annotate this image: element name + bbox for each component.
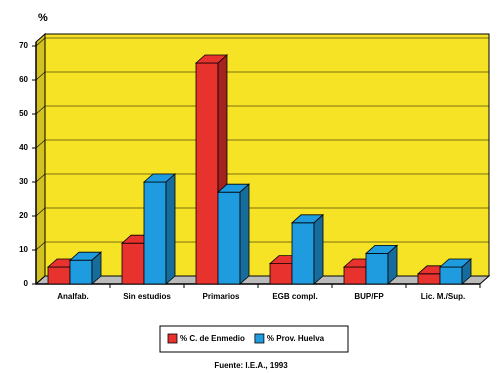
back-wall xyxy=(44,33,490,277)
x-tick-label: EGB compl. xyxy=(272,292,317,301)
grid-line xyxy=(35,241,489,251)
grid-line xyxy=(35,71,489,81)
bar-side xyxy=(165,173,176,285)
bar-front xyxy=(417,273,441,285)
y-tick-label: 30 xyxy=(19,177,28,186)
bar-side xyxy=(91,251,102,285)
bar-side xyxy=(239,183,250,285)
bar xyxy=(216,183,251,285)
bar-front xyxy=(47,266,71,285)
y-tick-label: 20 xyxy=(19,211,28,220)
y-tick-label: 60 xyxy=(19,75,28,84)
grid-line xyxy=(35,173,489,183)
x-tick-label: Sin estudios xyxy=(123,292,171,301)
y-tick-label: 50 xyxy=(19,109,28,118)
bar-front xyxy=(69,259,93,285)
bar-side xyxy=(387,244,398,285)
source-note: Fuente: I.E.A., 1993 xyxy=(214,361,288,370)
bar xyxy=(290,213,325,285)
bar-front xyxy=(217,191,241,285)
legend-swatch xyxy=(167,333,178,344)
bar-side xyxy=(313,213,324,285)
legend-label: % Prov. Huelva xyxy=(267,334,325,343)
side-wall xyxy=(35,32,46,286)
bar-side xyxy=(461,258,472,285)
bar-front xyxy=(365,252,389,285)
legend-box xyxy=(159,325,349,353)
y-tick-label: 0 xyxy=(24,279,29,288)
x-tick-label: Analfab. xyxy=(57,292,89,301)
grid-line xyxy=(35,139,489,149)
grid-line xyxy=(35,37,489,47)
grid-line xyxy=(35,275,489,285)
bar xyxy=(438,258,473,285)
bar xyxy=(68,251,103,285)
bar-front xyxy=(121,242,145,285)
grid-line xyxy=(35,207,489,217)
x-tick-label: Lic. M./Sup. xyxy=(421,292,465,301)
bar-front xyxy=(291,222,315,285)
bar-front xyxy=(439,266,463,285)
x-tick-label: BUP/FP xyxy=(354,292,384,301)
y-tick-label: 70 xyxy=(19,41,28,50)
x-tick-label: Primarios xyxy=(203,292,240,301)
legend-label: % C. de Enmedio xyxy=(180,334,245,343)
y-axis-label: % xyxy=(38,12,48,24)
bar-front xyxy=(343,266,367,285)
bar-front xyxy=(269,263,293,285)
bar-front xyxy=(143,181,167,285)
y-tick-label: 10 xyxy=(19,245,28,254)
legend-swatch xyxy=(254,333,265,344)
bar xyxy=(364,244,399,285)
bar-front xyxy=(195,62,219,285)
grid-line xyxy=(35,105,489,115)
y-tick-label: 40 xyxy=(19,143,28,152)
bar xyxy=(142,173,177,285)
